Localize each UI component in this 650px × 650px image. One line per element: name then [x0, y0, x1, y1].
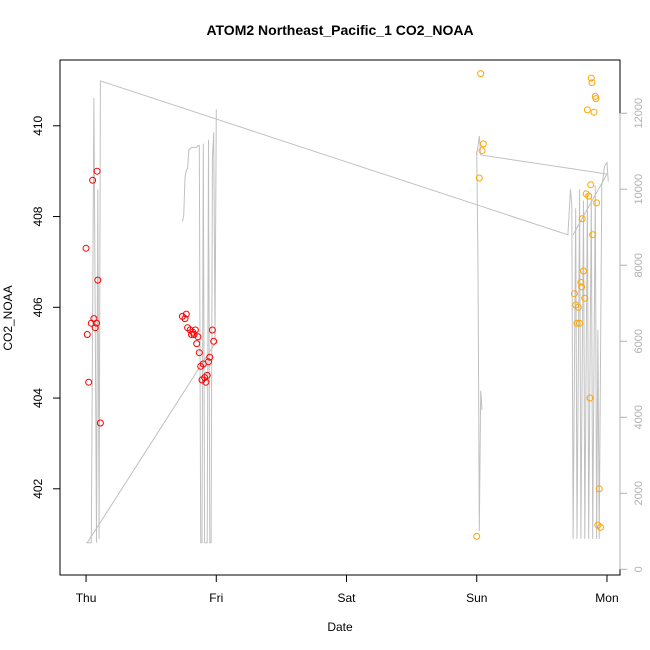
series-0-point-10	[96, 419, 104, 427]
x-tick-label-Sun: Sun	[466, 591, 487, 605]
series-0-point-27	[202, 378, 210, 386]
series-1-point-13	[580, 267, 587, 275]
series-0-point-7	[93, 319, 100, 327]
y2-tick-label-6000: 6000	[633, 329, 645, 353]
series-0-point-21	[194, 333, 202, 341]
series-0-point-12	[181, 315, 189, 323]
series-1-point-28	[595, 485, 603, 493]
series-0-point-1	[83, 331, 91, 338]
series-1-point-17	[585, 192, 593, 200]
axes-layer: Thu Fri Sat Sun Mon 402 404 406 408 410 0 2000 4000 6…	[31, 98, 645, 605]
series-0-point-9	[94, 276, 102, 284]
series-1-point-26	[593, 199, 601, 207]
y-tick-label-406: 406	[31, 297, 45, 317]
series-0-point-0	[82, 244, 90, 252]
altitude-line-segment-0	[86, 80, 609, 544]
y2-tick-label-8000: 8000	[633, 253, 645, 277]
plot-frame	[59, 59, 621, 576]
altitude-line-segment-1	[86, 341, 217, 543]
series-1-point-20	[587, 74, 595, 82]
series-1-point-25	[592, 95, 600, 103]
altitude-line-segment-4	[476, 151, 483, 532]
series-1-point-9	[576, 319, 584, 327]
y2-tick-label-0: 0	[633, 566, 645, 572]
x-tick-label-Fri: Fri	[209, 591, 223, 605]
series-1-point-14	[581, 294, 589, 302]
series-1-point-12	[578, 215, 586, 223]
series-0-point-6	[91, 324, 99, 332]
series-1-point-7	[573, 319, 581, 327]
x-tick-label-Thu: Thu	[76, 591, 97, 605]
series-1-point-22	[589, 231, 597, 239]
series-1-point-3	[478, 147, 486, 155]
altitude-line-segment-3	[476, 135, 608, 236]
series-0-point-8	[93, 167, 101, 175]
y-tick-label-408: 408	[31, 206, 45, 226]
y-axis-label: CO2_NOAA	[1, 285, 15, 350]
y2-tick-label-10000: 10000	[633, 174, 645, 205]
y-tick-label-402: 402	[31, 478, 45, 498]
series-0-point-19	[191, 326, 199, 334]
series-0-point-32	[210, 337, 218, 345]
altitude-line-layer	[86, 80, 609, 544]
series-0-point-13	[182, 310, 190, 318]
series-1-point-10	[577, 278, 585, 286]
x-tick-label-Mon: Mon	[595, 591, 618, 605]
y-tick-label-404: 404	[31, 388, 45, 408]
series-1-point-0	[473, 532, 481, 540]
series-1-point-16	[583, 106, 591, 114]
series-0-point-30	[206, 353, 214, 361]
y2-tick-label-2000: 2000	[633, 481, 645, 505]
series-1-point-18	[586, 394, 594, 402]
series-0-point-18	[190, 331, 198, 338]
series-1-point-23	[590, 108, 598, 116]
series-1-point-21	[588, 79, 596, 87]
series-1-point-4	[479, 140, 487, 148]
x-tick-label-Sat: Sat	[338, 591, 357, 605]
series-1-point-29	[597, 523, 604, 531]
series-1-point-2	[477, 70, 485, 78]
chart-title: ATOM2 Northeast_Pacific_1 CO2_NOAA	[206, 22, 473, 38]
series-1-point-11	[578, 283, 586, 291]
series-1-point-5	[570, 290, 578, 298]
series-0-point-22	[195, 349, 203, 357]
y2-tick-label-12000: 12000	[633, 98, 645, 129]
y2-tick-label-4000: 4000	[633, 405, 645, 429]
series-1-point-8	[574, 303, 582, 311]
series-1-point-19	[587, 181, 595, 189]
series-0-point-28	[203, 371, 211, 379]
series-0-point-29	[205, 358, 212, 366]
points-layer	[82, 70, 604, 540]
y-tick-label-410: 410	[31, 115, 45, 135]
series-0-point-20	[193, 340, 201, 348]
series-0-point-31	[208, 326, 216, 334]
series-0-point-2	[85, 378, 93, 386]
x-axis-label: Date	[327, 620, 353, 634]
series-1-point-1	[475, 174, 483, 182]
altitude-line-segment-2	[181, 109, 217, 544]
series-0-point-4	[89, 176, 97, 184]
